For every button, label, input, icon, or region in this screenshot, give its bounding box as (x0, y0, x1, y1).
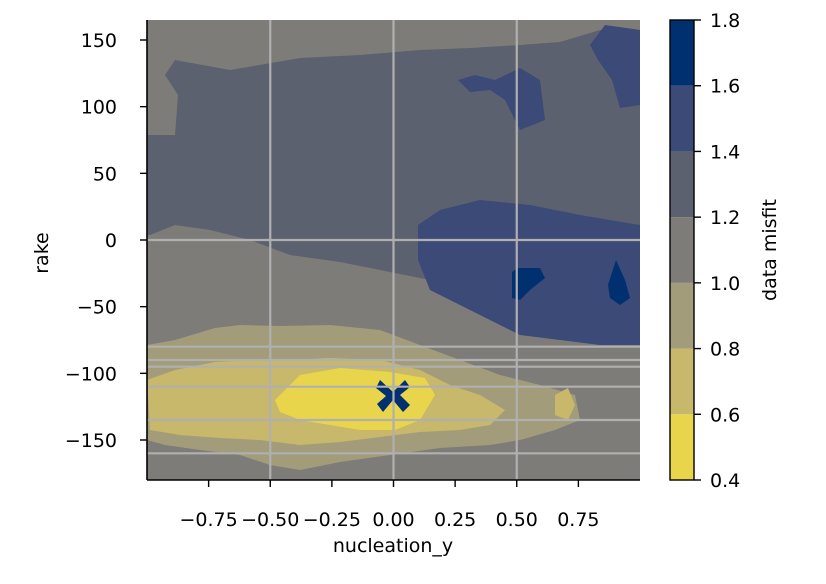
colorbar-segment (670, 217, 694, 283)
y-tick-label: −150 (65, 430, 117, 452)
x-tick-label: 0.25 (434, 509, 476, 531)
colorbar-tick-label: 1.8 (710, 10, 740, 32)
x-axis-ticks: −0.75 −0.50 −0.25 0.00 0.25 0.50 0.75 (180, 480, 600, 531)
contour-fill-level-1-2-tongue (210, 150, 250, 195)
x-tick-label: −0.25 (303, 509, 361, 531)
y-tick-label: 50 (93, 163, 117, 185)
colorbar-label: data misfit (759, 199, 781, 301)
colorbar-segment (670, 282, 694, 349)
colorbar-segment (670, 348, 694, 415)
colorbar-segment (670, 85, 694, 152)
y-tick-label: −100 (65, 363, 117, 385)
grid-lines (147, 20, 640, 480)
colorbar-segment (670, 151, 694, 218)
x-tick-label: −0.50 (241, 509, 299, 531)
contour-fill-level-1-4-notch (458, 68, 545, 130)
colorbar-tick-label: 1.4 (710, 141, 740, 163)
y-tick-label: −50 (77, 297, 117, 319)
colorbar-tick-label: 0.8 (710, 339, 740, 361)
y-axis-ticks: 150 100 50 0 −50 −100 −150 (65, 30, 147, 452)
colorbar-frame (669, 19, 695, 481)
x-tick-label: 0.75 (557, 509, 599, 531)
contour-fill-level-1-6-right-b (608, 260, 630, 305)
colorbar-segment (670, 20, 694, 86)
contour-fill-level-0-4 (275, 368, 435, 430)
y-tick-label: 100 (81, 97, 117, 119)
contour-fill-level-1-6-right-a (512, 268, 545, 300)
plot-area (147, 20, 640, 480)
colorbar: 0.4 0.6 0.8 1.0 1.2 1.4 1.6 1.8 (669, 10, 740, 492)
y-tick-label: 0 (105, 230, 117, 252)
colorbar-segment (670, 414, 694, 480)
x-axis-label: nucleation_y (333, 535, 453, 557)
x-tick-label: 0.00 (372, 509, 414, 531)
contour-fill-level-1-2-sliver (290, 150, 300, 200)
contour-fill-level-1-4-top (590, 25, 640, 108)
colorbar-tick-label: 1.0 (710, 273, 740, 295)
y-axis-label: rake (31, 232, 53, 273)
colorbar-tick-label: 1.6 (710, 76, 740, 98)
x-tick-label: −0.75 (180, 509, 238, 531)
colorbar-tick-label: 0.6 (710, 404, 740, 426)
y-tick-label: 150 (81, 30, 117, 52)
colorbar-tick-label: 0.4 (710, 470, 740, 492)
contour-fill-level-0-6-spot (555, 388, 575, 420)
x-tick-label: 0.50 (496, 509, 538, 531)
colorbar-tick-label: 1.2 (710, 207, 740, 229)
